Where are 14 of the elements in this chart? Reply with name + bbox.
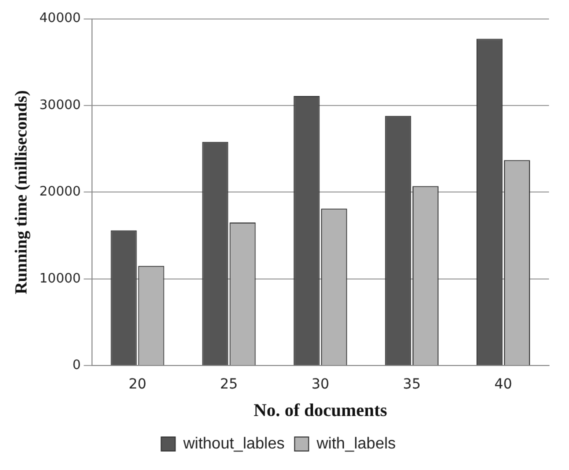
y-tick-label: 40000	[39, 11, 81, 26]
x-tick-label: 40	[494, 376, 512, 393]
y-axis-title: Running time (milliseconds)	[12, 90, 31, 294]
x-tick-label: 35	[402, 376, 421, 393]
legend-label: without_lables	[182, 435, 285, 452]
y-tick-label: 30000	[39, 98, 81, 113]
x-axis-title: No. of documents	[254, 400, 388, 420]
x-tick-label: 30	[311, 376, 330, 393]
x-tick-label: 25	[220, 376, 238, 393]
y-tick-label: 0	[72, 358, 81, 373]
legend-label: with_labels	[316, 435, 396, 452]
x-tick-label: 20	[128, 376, 146, 393]
y-tick-label: 10000	[39, 271, 81, 286]
y-tick-label: 20000	[39, 184, 81, 200]
